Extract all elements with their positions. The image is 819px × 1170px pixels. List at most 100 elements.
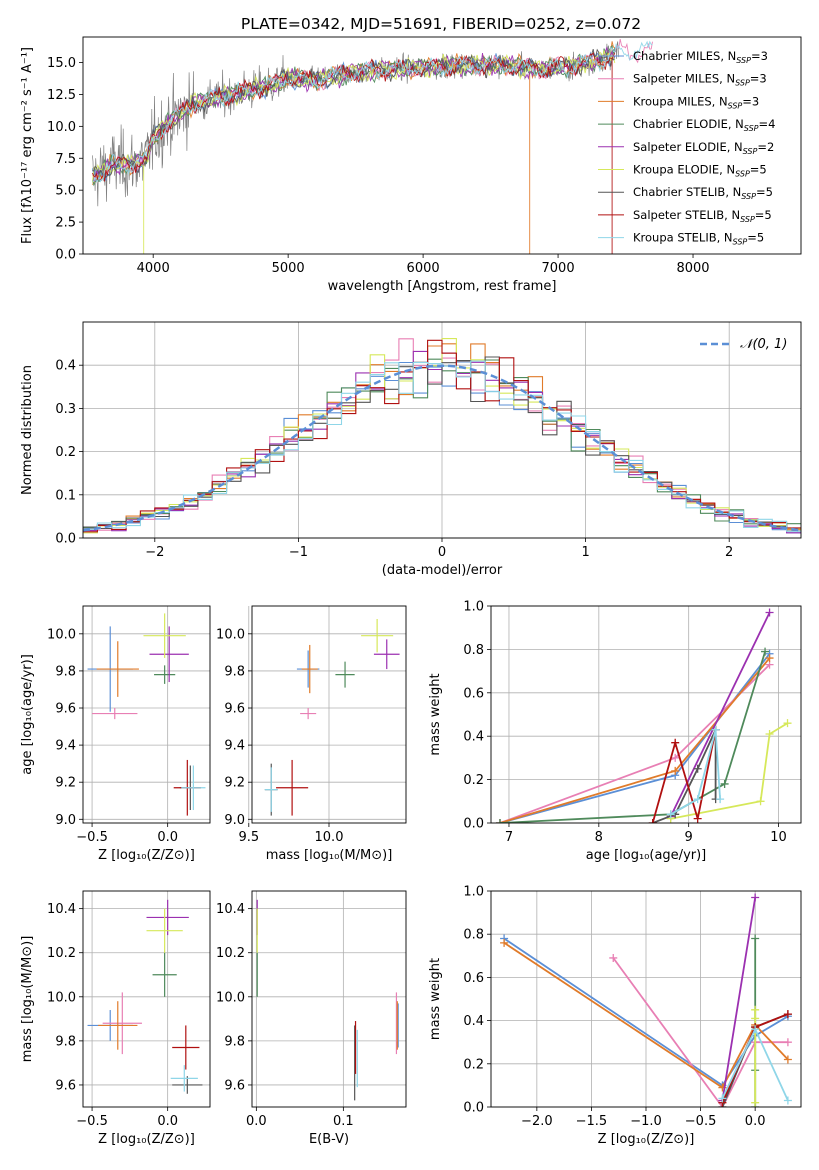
y-tick-label: 9.0 [55, 813, 76, 828]
y-tick-label: 0.8 [463, 928, 484, 943]
plus-marker [648, 819, 657, 823]
plus-marker [765, 608, 774, 617]
y-tick-label: 9.6 [55, 702, 76, 717]
y-tick-label: 0.2 [55, 445, 76, 460]
y-tick-label: 10.4 [47, 902, 76, 917]
legend-entry: Kroupa MILES, NSSP=3 [633, 94, 759, 110]
plus-marker [783, 1055, 792, 1064]
x-tick-label: 0.0 [157, 1114, 178, 1129]
plus-marker [671, 738, 680, 747]
point-kroupa-stelib [181, 765, 206, 811]
y-tick-label: 1.0 [463, 600, 484, 615]
point-chabrier-elodie [154, 665, 176, 684]
x-tick-label: 6000 [407, 261, 440, 276]
x-tick-label: −1.0 [630, 1114, 662, 1129]
plot-area [91, 39, 653, 254]
point-salpeter-elodie [149, 626, 189, 683]
x-tick-label: 8000 [676, 261, 709, 276]
x-axis-label: (data-model)/error [382, 563, 503, 578]
legend-entry: 𝒩(0, 1) [740, 337, 787, 352]
plus-marker [500, 938, 509, 947]
y-tick-label: 2.5 [55, 216, 76, 231]
axes-frame [82, 890, 211, 1108]
series-line [670, 729, 721, 816]
series-line [721, 897, 757, 1101]
y-tick-label: 0.1 [55, 488, 76, 503]
plot-area [87, 613, 206, 816]
legend-entry: Chabrier STELIB, NSSP=5 [633, 185, 773, 201]
axes-frame [251, 605, 407, 824]
plus-marker [751, 1025, 760, 1034]
y-tick-label: 10.2 [216, 946, 245, 961]
panel-age_vs_Z: −0.5 0.0 9.0 9.2 9.4 9.6 9.8 10.0 Z [log₁₀(Z/Z⊙)… [20, 605, 211, 863]
plus-marker [765, 654, 774, 663]
y-tick-label: 12.5 [47, 88, 76, 103]
axes-frame [490, 890, 802, 1108]
series-line [503, 937, 789, 1087]
y-tick-label: 0.0 [55, 248, 76, 263]
axes-frame [251, 890, 407, 1108]
y-tick-label: 9.8 [55, 1034, 76, 1049]
panel-mass_vs_Z: −0.5 0.0 9.6 9.8 10.0 10.2 10.4 Z [log₁₀(Z/Z⊙)]… [20, 890, 211, 1147]
legend: 𝒩(0, 1) [700, 337, 787, 352]
series-kroupa-stelib [718, 1025, 792, 1105]
legend: Chabrier MILES, NSSP=3 Salpeter MILES, NS… [598, 49, 775, 247]
series-salpeter-stelib [648, 725, 720, 823]
x-tick-label: 4000 [137, 261, 170, 276]
x-tick-label: −1.5 [576, 1114, 608, 1129]
y-tick-label: 9.6 [55, 1078, 76, 1093]
point-chabrier-stelib [172, 1076, 203, 1094]
point-kroupa-miles [98, 1001, 138, 1050]
y-tick-label: 10.0 [47, 990, 76, 1005]
plus-marker [716, 795, 725, 804]
y-tick-label: 9.6 [224, 1078, 245, 1093]
plot-area [500, 893, 792, 1107]
y-tick-label: 9.8 [224, 664, 245, 679]
x-tick-label: 10 [770, 830, 787, 845]
y-tick-label: 9.0 [224, 813, 245, 828]
y-tick-label: 0.0 [463, 1101, 484, 1116]
plus-marker [751, 1005, 760, 1014]
y-tick-label: 10.0 [216, 627, 245, 642]
grid [248, 606, 406, 823]
axis: −0.5 0.0 9.0 9.2 9.4 9.6 9.8 10.0 Z [log₁₀(Z/Z⊙)… [20, 605, 211, 863]
y-axis-label: mass [log₁₀(M/M⊙)] [20, 936, 35, 1063]
axes-frame [82, 605, 211, 824]
point-kroupa-elodie [146, 908, 183, 953]
y-tick-label: 0.6 [463, 971, 484, 986]
legend-entry: Kroupa ELODIE, NSSP=5 [633, 163, 767, 179]
x-tick-label: 9 [685, 830, 693, 845]
series-kroupa-stelib [666, 725, 725, 819]
point-salpeter-elodie [373, 639, 400, 670]
x-tick-label: 7 [505, 830, 513, 845]
series-chabrier-elodie [495, 647, 770, 823]
normal-curve [83, 364, 801, 532]
panel-weight_vs_age: 7 8 9 10 0.0 0.2 0.4 0.6 0.8 1.0 age [log₁₀(age/yr… [428, 600, 802, 863]
axis: 9.5 10.0 9.0 9.2 9.4 9.6 9.8 10.0 mass [log₁₀(M/… [216, 605, 407, 863]
x-tick-label: 0.0 [745, 1114, 766, 1129]
legend-entry: Salpeter MILES, NSSP=3 [633, 72, 767, 88]
plus-marker [693, 764, 702, 773]
grid [491, 890, 801, 1108]
axis: −0.5 0.0 9.6 9.8 10.0 10.2 10.4 Z [log₁₀(Z/Z⊙)]… [20, 890, 211, 1147]
point-kroupa-elodie [143, 613, 186, 658]
x-tick-label: 7000 [542, 261, 575, 276]
point-kroupa-stelib [264, 767, 278, 812]
y-axis-label: mass weight [428, 958, 443, 1040]
x-tick-label: −0.5 [685, 1114, 717, 1129]
plus-marker [718, 1094, 727, 1103]
panel-residuals: −2 −1 0 1 2 0.0 0.1 0.2 0.3 0.4 (data-model)/error… [20, 321, 802, 578]
axis: 4000 5000 6000 7000 8000 0.0 2.5 5.0 7.5 10.0 12.5… [20, 36, 802, 294]
x-tick-label: 0.0 [246, 1114, 267, 1129]
plus-marker [693, 795, 702, 804]
series-kroupa-elodie [751, 1005, 760, 1107]
legend-entry: Chabrier MILES, NSSP=3 [633, 49, 768, 65]
x-tick-label: −0.5 [76, 1114, 108, 1129]
series-chabrier-miles [495, 649, 774, 823]
y-axis-label: mass weight [428, 673, 443, 755]
legend-entry: Salpeter ELODIE, NSSP=2 [633, 140, 774, 156]
series-salpeter-miles [495, 660, 774, 823]
plus-marker [756, 797, 765, 806]
series-kroupa-elodie [666, 719, 792, 823]
model-line-salpeter-stelib [91, 51, 616, 254]
